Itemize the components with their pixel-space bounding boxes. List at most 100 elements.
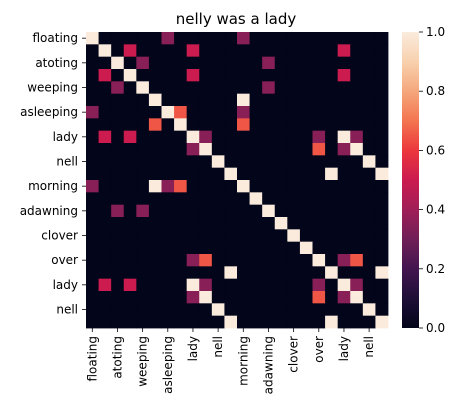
heatmap-cell bbox=[249, 32, 263, 45]
heatmap-cell bbox=[186, 81, 200, 95]
x-tick-label: lady bbox=[337, 336, 351, 361]
heatmap-cell bbox=[123, 192, 137, 206]
heatmap-cell bbox=[211, 32, 225, 45]
heatmap-cell bbox=[199, 254, 213, 267]
heatmap-cell bbox=[237, 266, 250, 280]
heatmap-cell bbox=[325, 167, 339, 181]
heatmap-cell bbox=[98, 291, 112, 304]
heatmap-cell bbox=[86, 278, 99, 292]
heatmap-cell bbox=[262, 192, 276, 206]
heatmap-cell bbox=[174, 106, 188, 119]
heatmap-cell bbox=[249, 303, 263, 317]
heatmap-cell bbox=[362, 143, 376, 156]
heatmap-cell bbox=[274, 106, 288, 119]
heatmap-cell bbox=[186, 303, 200, 317]
heatmap-cell bbox=[136, 93, 150, 107]
heatmap-cell bbox=[174, 155, 188, 169]
heatmap-cell bbox=[123, 180, 137, 193]
heatmap-cell bbox=[350, 69, 364, 82]
colorbar-tick-label: 0.4 bbox=[426, 203, 445, 217]
heatmap-cell bbox=[186, 241, 200, 255]
heatmap-cell bbox=[86, 167, 99, 181]
heatmap-cell bbox=[86, 266, 99, 280]
heatmap-cell bbox=[249, 130, 263, 144]
heatmap-cell bbox=[211, 217, 225, 230]
heatmap-cell bbox=[86, 254, 99, 267]
heatmap-cell bbox=[350, 106, 364, 119]
heatmap-cell bbox=[148, 192, 162, 206]
heatmap-cell bbox=[199, 204, 213, 218]
heatmap-cell bbox=[249, 155, 263, 169]
heatmap-cell bbox=[123, 32, 137, 45]
heatmap-cell bbox=[312, 143, 326, 156]
heatmap-cell bbox=[274, 229, 288, 243]
heatmap-cell bbox=[287, 106, 301, 119]
heatmap-cell bbox=[211, 69, 225, 82]
heatmap-cell bbox=[224, 167, 238, 181]
heatmap-cell bbox=[174, 167, 188, 181]
heatmap-cell bbox=[148, 180, 162, 193]
heatmap-cell bbox=[86, 32, 99, 45]
heatmap-cell bbox=[136, 106, 150, 119]
heatmap-cell bbox=[199, 217, 213, 230]
heatmap-cell bbox=[350, 254, 364, 267]
heatmap-cell bbox=[186, 229, 200, 243]
heatmap-cell bbox=[123, 81, 137, 95]
heatmap-cell bbox=[98, 217, 112, 230]
heatmap-cell bbox=[287, 217, 301, 230]
colorbar-tick-label: 0.6 bbox=[426, 143, 445, 157]
heatmap-cell bbox=[325, 204, 339, 218]
heatmap-cell bbox=[274, 241, 288, 255]
heatmap-cell bbox=[249, 229, 263, 243]
x-tick-label: asleeping bbox=[161, 336, 175, 394]
heatmap-cell bbox=[224, 130, 238, 144]
heatmap-cell bbox=[186, 204, 200, 218]
heatmap-cell bbox=[337, 266, 351, 280]
heatmap-cell bbox=[136, 180, 150, 193]
heatmap-cell bbox=[312, 81, 326, 95]
heatmap-cell bbox=[362, 241, 376, 255]
heatmap-cell bbox=[262, 315, 276, 329]
heatmap-cell bbox=[86, 81, 99, 95]
heatmap-cell bbox=[299, 155, 313, 169]
heatmap-cell bbox=[274, 217, 288, 230]
heatmap-cell bbox=[362, 217, 376, 230]
heatmap-cell bbox=[287, 69, 301, 82]
heatmap-cell bbox=[123, 303, 137, 317]
heatmap-cell bbox=[98, 130, 112, 144]
heatmap-cell bbox=[199, 192, 213, 206]
heatmap-cell bbox=[174, 32, 188, 45]
heatmap-cell bbox=[211, 118, 225, 132]
heatmap-cell bbox=[350, 56, 364, 70]
heatmap-cell bbox=[350, 93, 364, 107]
heatmap-cell bbox=[299, 204, 313, 218]
heatmap-cell bbox=[161, 217, 175, 230]
y-tick-label: clover bbox=[41, 229, 78, 243]
heatmap-cell bbox=[262, 303, 276, 317]
heatmap-cell bbox=[362, 106, 376, 119]
heatmap-cell bbox=[98, 204, 112, 218]
heatmap-cell bbox=[148, 44, 162, 58]
heatmap-cell bbox=[111, 44, 125, 58]
heatmap-cell bbox=[237, 303, 250, 317]
heatmap-cell bbox=[249, 241, 263, 255]
heatmap-cell bbox=[299, 291, 313, 304]
heatmap-cell bbox=[274, 56, 288, 70]
heatmap-cell bbox=[186, 266, 200, 280]
heatmap-cell bbox=[224, 229, 238, 243]
heatmap-cell bbox=[211, 229, 225, 243]
heatmap-cell bbox=[111, 56, 125, 70]
heatmap-cell bbox=[287, 32, 301, 45]
heatmap-cell bbox=[249, 44, 263, 58]
heatmap-cell bbox=[148, 106, 162, 119]
heatmap-cell bbox=[174, 69, 188, 82]
heatmap-cell bbox=[86, 204, 99, 218]
heatmap-cell bbox=[262, 254, 276, 267]
heatmap-cell bbox=[325, 315, 339, 329]
x-tick-label: nell bbox=[211, 336, 225, 358]
heatmap-cell bbox=[287, 303, 301, 317]
y-tick-label: nell bbox=[56, 303, 78, 317]
heatmap-cell bbox=[123, 44, 137, 58]
heatmap-cell bbox=[136, 69, 150, 82]
heatmap-cell bbox=[262, 266, 276, 280]
